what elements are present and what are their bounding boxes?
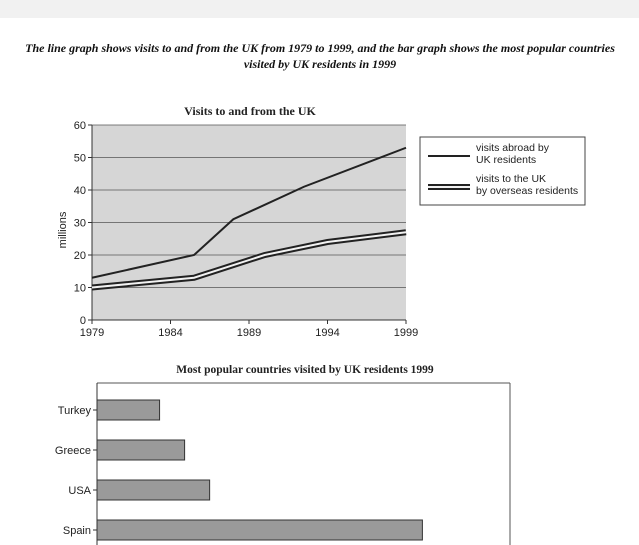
y-tick-label: 40: [74, 185, 86, 197]
series-line-overseas-inner: [91, 231, 407, 289]
line-chart-legend: visits abroad by UK residents visits to th…: [419, 136, 586, 206]
y-tick-label: 50: [74, 153, 86, 165]
bar-usa: [96, 479, 211, 501]
bar-label-spain: Spain: [63, 525, 91, 537]
bar-spain: [96, 519, 423, 541]
y-tick-label: 0: [80, 315, 86, 327]
bar-turkey: [96, 399, 161, 421]
bar-label-turkey: Turkey: [58, 405, 92, 417]
bar-chart-title: Most popular countries visited by UK res…: [176, 364, 434, 376]
y-tick-label: 30: [74, 218, 86, 230]
x-tick-label: 1979: [80, 327, 104, 339]
series-line-uk-residents: [91, 146, 407, 279]
top-band: [0, 0, 639, 18]
y-tick-label: 60: [74, 120, 86, 132]
x-tick-label: 1984: [158, 327, 182, 339]
legend-label-overseas: visits to the UK by overseas residents: [476, 173, 578, 197]
y-tick-label: 20: [74, 250, 86, 262]
legend-label-uk-residents: visits abroad by UK residents: [476, 142, 550, 166]
line-chart-y-axis-label: millions: [57, 211, 69, 248]
line-chart-series: [91, 146, 407, 291]
x-tick-label: 1989: [237, 327, 261, 339]
x-tick-label: 1999: [394, 327, 418, 339]
line-chart-y-axis: 0 10 20 30 40 50 60: [74, 120, 92, 327]
bar-label-usa: USA: [68, 485, 91, 497]
bar-chart-bars: Turkey Greece USA Spain: [55, 399, 423, 541]
legend-box: [419, 136, 586, 206]
page-caption: The line graph shows visits to and from …: [25, 41, 615, 71]
line-chart-x-axis: 1979 1984 1989 1994 1999: [80, 320, 418, 339]
line-chart-title: Visits to and from the UK: [184, 104, 316, 118]
x-tick-label: 1994: [315, 327, 339, 339]
y-tick-label: 10: [74, 283, 86, 295]
bar-label-greece: Greece: [55, 445, 91, 457]
bar-greece: [96, 439, 186, 461]
